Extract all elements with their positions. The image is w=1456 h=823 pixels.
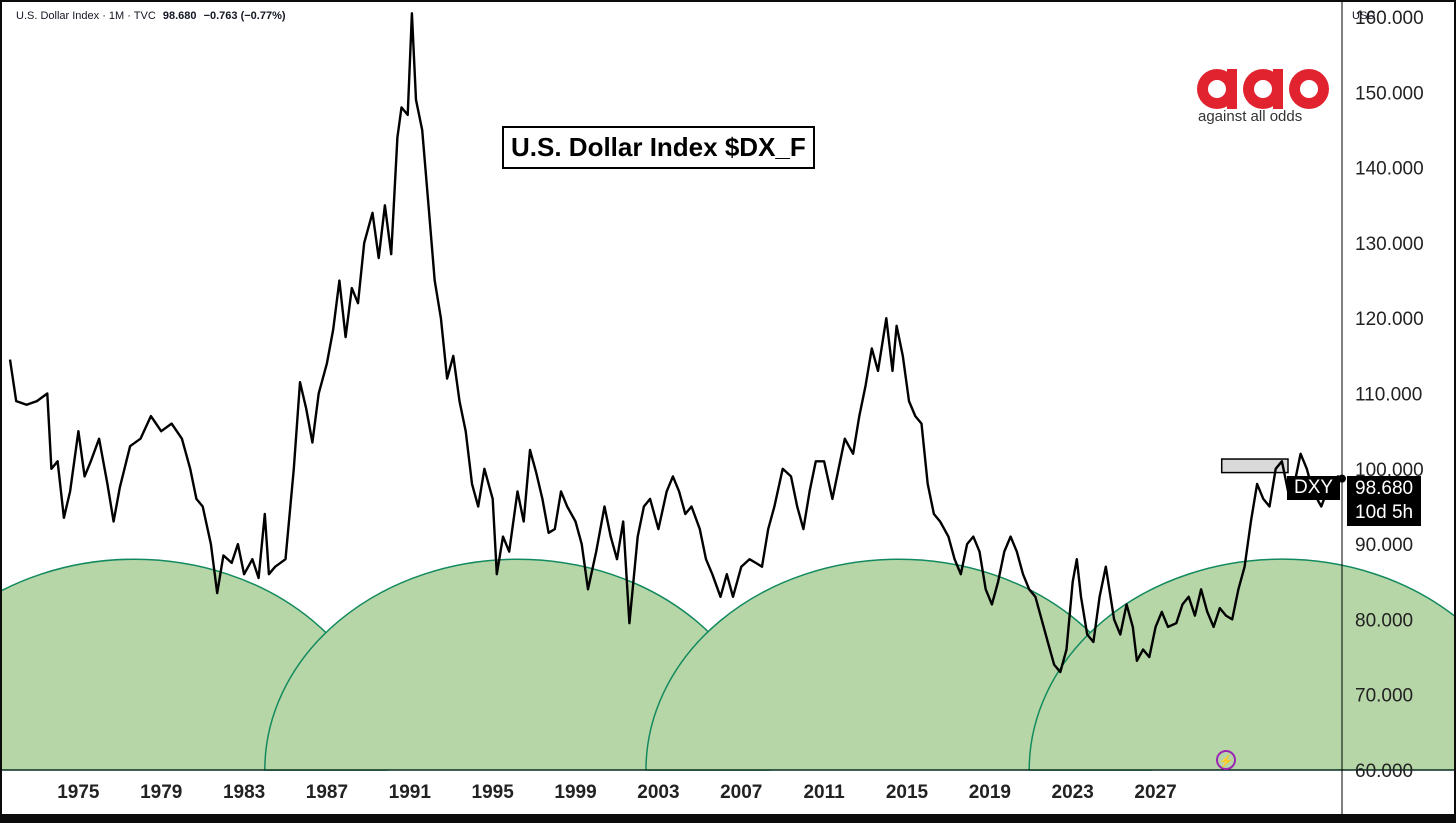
symbol-header: U.S. Dollar Index · 1M · TVC 98.680 −0.7… <box>16 10 290 22</box>
y-tick-label-9: 150.000 <box>1355 83 1424 104</box>
y-tick-label-3: 90.000 <box>1355 535 1413 556</box>
change-value: −0.763 (−0.77%) <box>203 10 286 22</box>
x-tick-label-1979: 1979 <box>140 782 182 803</box>
aao-logo-icon <box>1197 69 1329 109</box>
support-band <box>1220 458 1289 474</box>
x-tick-label-2019: 2019 <box>969 782 1011 803</box>
cycle-semicircles <box>2 559 1454 770</box>
y-tick-label-6: 120.000 <box>1355 309 1424 330</box>
x-tick-label-1991: 1991 <box>389 782 432 803</box>
symbol-price-tag: DXY <box>1287 476 1341 500</box>
last-price-tag: 98.680 10d 5h <box>1347 476 1422 526</box>
x-tick-label-1999: 1999 <box>554 782 596 803</box>
x-tick-label-1987: 1987 <box>306 782 348 803</box>
x-tick-label-2027: 2027 <box>1134 782 1176 803</box>
x-tick-label-2023: 2023 <box>1052 782 1094 803</box>
currency-label[interactable]: USD <box>1352 10 1376 22</box>
y-tick-label-4: 100.000 <box>1355 460 1424 481</box>
y-tick-label-8: 140.000 <box>1355 159 1424 180</box>
bar-countdown: 10d 5h <box>1355 502 1414 523</box>
x-tick-label-1995: 1995 <box>472 782 515 803</box>
y-tick-label-7: 130.000 <box>1355 234 1424 255</box>
y-tick-label-1: 70.000 <box>1355 686 1413 707</box>
last-price-value: 98.680 <box>1355 478 1414 499</box>
last-value: 98.680 <box>162 10 197 22</box>
y-tick-label-5: 110.000 <box>1355 385 1422 406</box>
chart-title: U.S. Dollar Index $DX_F <box>502 126 815 169</box>
x-tick-label-1975: 1975 <box>57 782 100 803</box>
x-tick-label-1983: 1983 <box>223 782 265 803</box>
x-tick-label-2015: 2015 <box>886 782 929 803</box>
x-tick-label-2003: 2003 <box>637 782 679 803</box>
y-tick-label-0: 60.000 <box>1355 761 1413 782</box>
support-band-rect <box>1220 458 1289 474</box>
price-line <box>8 12 1343 674</box>
y-tick-label-2: 80.000 <box>1355 610 1413 631</box>
lightning-icon[interactable]: ⚡ <box>1216 750 1236 770</box>
x-tick-label-2011: 2011 <box>803 782 845 803</box>
symbol-name[interactable]: U.S. Dollar Index · 1M · TVC <box>16 10 156 22</box>
x-tick-label-2007: 2007 <box>720 782 762 803</box>
logo-text: against all odds <box>1198 108 1303 125</box>
cycle-semicircle-3 <box>1029 559 1454 770</box>
y-tick-label-10: 160.000 <box>1355 8 1424 29</box>
